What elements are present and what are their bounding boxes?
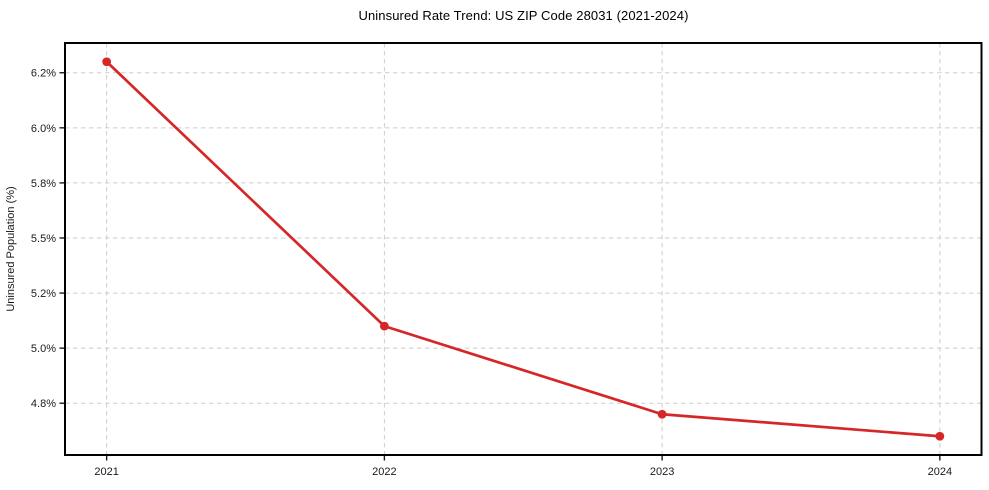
data-point-marker [379, 321, 389, 331]
y-tick-label: 4.8% [31, 398, 56, 410]
chart-title: Uninsured Rate Trend: US ZIP Code 28031 … [358, 8, 689, 23]
x-tick-label: 2023 [650, 466, 674, 478]
x-tick-label: 2022 [372, 466, 396, 478]
y-tick-label: 5.8% [31, 178, 56, 190]
data-point-marker [102, 57, 112, 67]
y-tick-label: 6.2% [31, 68, 56, 80]
data-point-marker [935, 431, 945, 441]
y-tick-label: 5.5% [31, 233, 56, 245]
axes-frame [64, 42, 983, 456]
data-point-marker [657, 409, 667, 419]
trend-line [105, 60, 942, 438]
y-axis-label: Uninsured Population (%) [5, 186, 17, 311]
x-tick-label: 2021 [94, 466, 118, 478]
y-tick-label: 5.2% [31, 288, 56, 300]
x-tick-label: 2024 [928, 466, 952, 478]
y-tick-label: 6.0% [31, 123, 56, 135]
y-tick-label: 5.0% [31, 343, 56, 355]
